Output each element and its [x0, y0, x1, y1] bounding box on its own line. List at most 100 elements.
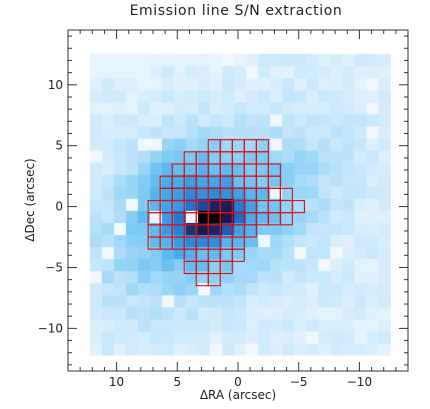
heatmap-pixel	[113, 282, 127, 296]
heatmap-pixel	[234, 319, 247, 332]
heatmap-pixel	[306, 246, 319, 260]
heatmap-pixel	[174, 210, 187, 223]
heatmap-pixel	[330, 126, 343, 139]
heatmap-pixel	[174, 114, 187, 127]
heatmap-pixel	[101, 343, 115, 356]
heatmap-pixel	[270, 65, 283, 79]
heatmap-pixel	[342, 331, 355, 344]
heatmap-pixel	[378, 198, 391, 211]
heatmap-pixel	[89, 294, 103, 308]
heatmap-pixel	[137, 198, 151, 211]
heatmap-pixel	[282, 150, 295, 163]
heatmap-pixel	[89, 186, 103, 199]
heatmap-pixel	[258, 89, 271, 103]
heatmap-pixel	[101, 319, 115, 332]
heatmap-pixel	[234, 101, 247, 115]
heatmap-pixel	[330, 319, 343, 332]
heatmap-pixel	[113, 89, 127, 103]
heatmap-pixel	[246, 258, 259, 272]
heatmap-pixel	[137, 282, 151, 296]
heatmap-pixel	[366, 89, 379, 103]
heatmap-pixel	[198, 53, 211, 67]
heatmap-pixel	[306, 294, 319, 308]
heatmap-pixel	[330, 343, 343, 356]
heatmap-pixel	[270, 101, 283, 115]
heatmap-pixel	[210, 319, 223, 332]
heatmap-pixel	[342, 222, 355, 235]
heatmap-pixel	[198, 294, 211, 308]
heatmap-pixel	[342, 77, 355, 91]
heatmap-pixel	[113, 77, 127, 91]
heatmap-pixel	[125, 282, 139, 296]
heatmap-pixel	[125, 186, 139, 199]
heatmap-pixel	[234, 77, 247, 91]
heatmap-pixel	[306, 174, 319, 187]
heatmap-pixel	[222, 186, 235, 199]
heatmap-pixel	[113, 234, 127, 248]
heatmap-pixel	[306, 198, 319, 211]
heatmap-pixel	[378, 186, 391, 199]
y-tick-label: −10	[38, 321, 63, 335]
heatmap-pixel	[354, 294, 367, 308]
heatmap-pixel	[174, 65, 187, 79]
heatmap-pixel	[174, 331, 187, 344]
heatmap-pixel	[366, 222, 379, 235]
heatmap-pixel	[294, 89, 307, 103]
heatmap-pixel	[113, 150, 127, 163]
heatmap-pixel	[125, 294, 139, 308]
heatmap-pixel	[318, 65, 331, 79]
heatmap-pixel	[174, 343, 187, 356]
heatmap-pixel	[342, 319, 355, 332]
heatmap-pixel	[366, 331, 379, 344]
heatmap-pixel	[282, 162, 295, 175]
extraction-pixel	[207, 273, 221, 287]
heatmap-pixel	[101, 101, 115, 115]
heatmap-pixel	[137, 150, 151, 163]
heatmap-pixel	[282, 198, 295, 211]
heatmap-pixel	[198, 126, 211, 139]
heatmap-pixel	[258, 258, 271, 272]
heatmap-pixel	[161, 114, 175, 127]
heatmap-pixel	[354, 126, 367, 139]
heatmap-pixel	[306, 150, 319, 163]
heatmap-pixel	[161, 174, 175, 187]
heatmap-pixel	[258, 174, 271, 187]
heatmap-pixel	[198, 174, 211, 187]
heatmap-pixel	[306, 162, 319, 175]
heatmap-pixel	[161, 331, 175, 344]
heatmap-pixel	[330, 65, 343, 79]
heatmap-pixel	[366, 77, 379, 91]
heatmap-pixel	[318, 270, 331, 284]
heatmap-pixel	[354, 198, 367, 211]
heatmap-pixel	[330, 294, 343, 308]
heatmap-pixel	[318, 294, 331, 308]
heatmap-pixel	[137, 65, 151, 79]
heatmap-pixel	[270, 186, 283, 199]
heatmap-pixel	[306, 53, 319, 67]
heatmap-pixel	[198, 306, 211, 320]
heatmap-pixel	[342, 210, 355, 223]
heatmap-pixel	[149, 210, 163, 223]
heatmap-pixel	[89, 270, 103, 284]
heatmap-pixel	[222, 294, 235, 308]
heatmap-pixel	[101, 246, 115, 260]
heatmap-pixel	[161, 319, 175, 332]
heatmap-pixel	[198, 331, 211, 344]
y-axis-label: ΔDec (arcsec)	[23, 158, 37, 241]
heatmap-pixel	[89, 150, 103, 163]
heatmap-pixel	[354, 89, 367, 103]
heatmap-pixel	[210, 65, 223, 79]
heatmap-pixel	[342, 306, 355, 320]
heatmap-pixel	[366, 174, 379, 187]
x-tick-label: −5	[290, 375, 308, 389]
heatmap-pixel	[282, 294, 295, 308]
heatmap-pixel	[125, 174, 139, 187]
heatmap-pixel	[89, 174, 103, 187]
heatmap-pixel	[149, 53, 163, 67]
heatmap-pixel	[210, 306, 223, 320]
heatmap-pixel	[125, 246, 139, 260]
heatmap-pixel	[101, 65, 115, 79]
heatmap-pixel	[282, 53, 295, 67]
heatmap-pixel	[125, 198, 139, 211]
heatmap-pixel	[234, 174, 247, 187]
